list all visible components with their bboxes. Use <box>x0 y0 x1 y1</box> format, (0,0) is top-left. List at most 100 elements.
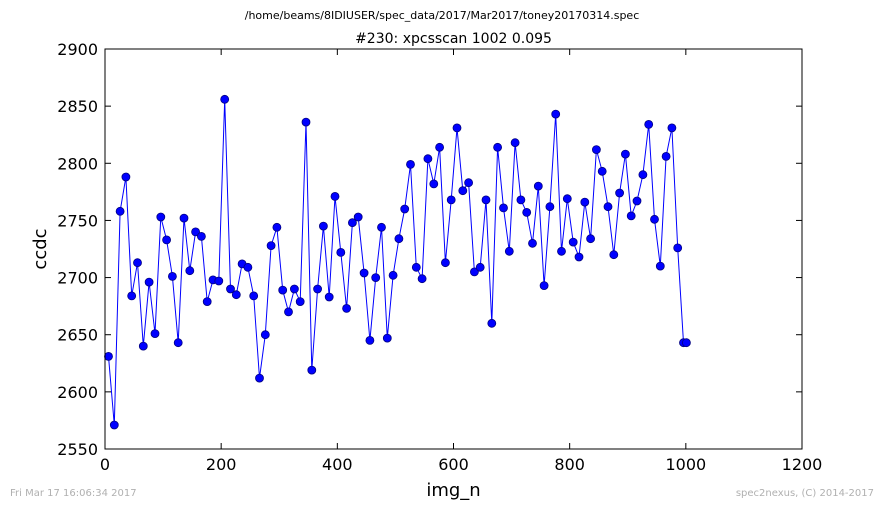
x-tick-label: 800 <box>554 455 585 474</box>
data-point <box>185 266 195 276</box>
data-point <box>406 159 415 169</box>
axes-frame <box>104 48 803 450</box>
data-point <box>423 154 433 164</box>
data-point <box>394 234 404 244</box>
data-point <box>109 420 119 430</box>
data-point <box>255 373 264 383</box>
data-point <box>167 271 177 281</box>
data-point <box>173 338 183 348</box>
footer-timestamp: Fri Mar 17 16:06:34 2017 <box>10 488 137 499</box>
data-point <box>138 341 148 351</box>
data-point <box>342 303 352 313</box>
data-point <box>249 291 259 301</box>
data-point <box>324 292 334 302</box>
data-point <box>545 202 555 212</box>
data-point <box>539 281 549 291</box>
data-point <box>191 227 201 237</box>
y-tick-label: 2900 <box>57 40 98 59</box>
data-point <box>435 142 445 152</box>
data-point <box>104 351 113 361</box>
data-point <box>522 207 532 217</box>
x-tick-label: 600 <box>438 455 469 474</box>
data-point <box>673 243 683 253</box>
data-point <box>568 237 578 247</box>
x-tick-label: 0 <box>100 455 110 474</box>
data-point <box>266 241 276 251</box>
data-point <box>336 247 346 257</box>
y-tick-label: 2550 <box>57 440 98 459</box>
data-point <box>469 267 479 277</box>
data-point <box>487 318 497 328</box>
y-tick-label: 2700 <box>57 269 98 288</box>
data-point <box>632 196 642 206</box>
data-point <box>231 290 241 300</box>
data-point <box>307 365 317 375</box>
data-point <box>533 181 543 191</box>
y-tick-label: 2750 <box>57 211 98 230</box>
data-point <box>464 178 474 188</box>
data-point <box>504 246 514 256</box>
y-tick-label: 2850 <box>57 97 98 116</box>
data-point <box>452 123 462 133</box>
figure-suptitle: /home/beams/8IDIUSER/spec_data/2017/Mar2… <box>244 9 640 22</box>
data-point <box>301 117 311 127</box>
y-axis-label: ccdc <box>30 228 51 269</box>
data-point <box>214 276 224 286</box>
data-point <box>313 284 323 294</box>
data-point <box>458 186 468 196</box>
data-point <box>499 203 508 213</box>
data-point <box>121 172 131 182</box>
y-tick-label: 2600 <box>57 383 98 402</box>
data-point <box>592 145 601 155</box>
data-point <box>196 231 206 241</box>
data-point <box>562 194 572 204</box>
data-point <box>226 284 235 294</box>
data-point <box>133 258 142 268</box>
data-point <box>220 94 230 104</box>
data-point <box>179 213 189 223</box>
data-point <box>272 222 282 232</box>
data-point <box>417 274 427 284</box>
data-point <box>144 277 154 287</box>
x-axis: 0 200 400 600 800 1000 1200 <box>100 49 822 474</box>
data-point <box>557 246 566 256</box>
data-point <box>603 202 613 212</box>
data-point <box>202 297 212 307</box>
data-point <box>528 238 537 248</box>
data-point <box>365 335 375 345</box>
data-point <box>667 123 677 133</box>
data-point <box>400 204 410 214</box>
data-point <box>371 273 381 283</box>
footer-credit: spec2nexus, (C) 2014-2017 <box>735 488 874 499</box>
data-point <box>377 222 386 232</box>
data-point <box>510 138 520 148</box>
data-point <box>359 268 369 278</box>
plot-title: #230: xpcsscan 1002 0.095 <box>355 31 552 47</box>
plot-area <box>104 94 691 430</box>
data-point <box>580 197 590 207</box>
data-point <box>347 218 357 228</box>
data-point <box>644 120 654 129</box>
data-point <box>650 214 659 224</box>
data-point <box>411 262 421 272</box>
data-point <box>516 195 526 205</box>
data-point <box>278 285 288 295</box>
data-point <box>682 338 691 348</box>
y-tick-label: 2650 <box>57 326 98 345</box>
data-point <box>475 262 485 272</box>
data-point <box>295 297 305 307</box>
data-point <box>388 270 398 280</box>
data-point <box>156 212 166 222</box>
data-point <box>115 206 125 216</box>
data-point <box>243 262 253 272</box>
x-tick-label: 400 <box>322 455 353 474</box>
data-point <box>615 188 624 198</box>
data-point <box>638 170 648 180</box>
data-point <box>429 179 439 189</box>
data-point <box>574 252 584 262</box>
data-point <box>440 258 450 268</box>
data-point <box>284 307 293 317</box>
data-point <box>481 195 491 205</box>
data-point <box>493 142 503 152</box>
data-point <box>621 149 630 159</box>
